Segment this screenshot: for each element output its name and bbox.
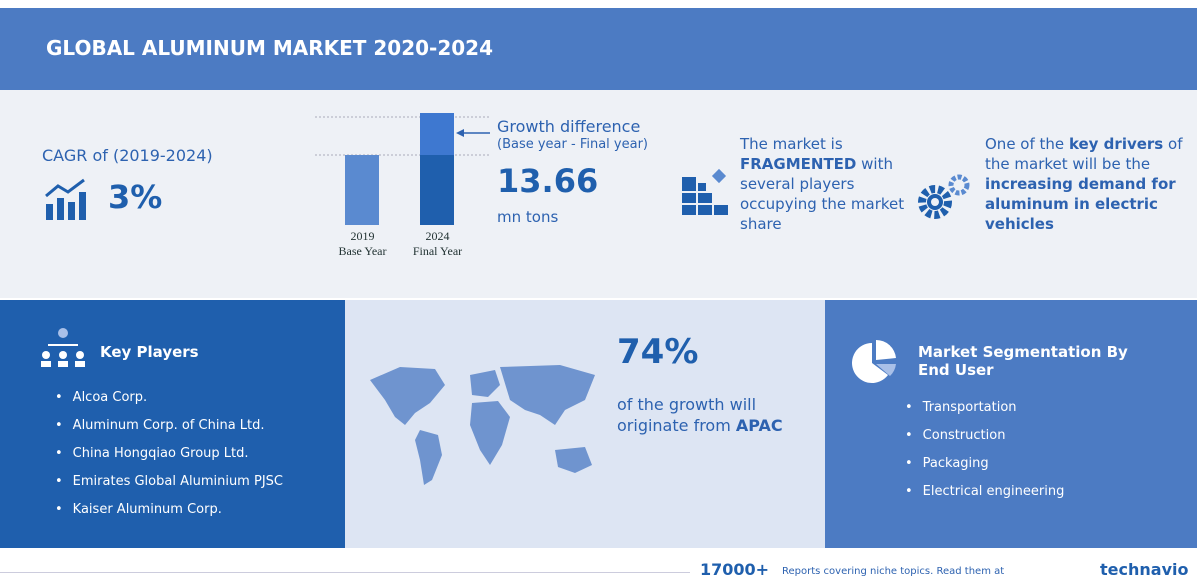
cagr-label: CAGR of (2019-2024): [42, 146, 213, 165]
gears-icon: [918, 174, 970, 219]
cagr-value: 3%: [108, 178, 163, 216]
region-panel: [345, 300, 825, 548]
footer-line: [0, 572, 690, 573]
region-value: 74%: [617, 332, 699, 372]
pie-icon: [852, 340, 896, 383]
fragment-icon: [682, 168, 728, 215]
bar-label: 2024 Final Year: [412, 229, 463, 258]
player: China Hongqiao Group Ltd.: [55, 446, 283, 474]
title: GLOBAL ALUMINUM MARKET 2020-2024: [46, 36, 493, 60]
segment-title: Market Segmentation By End User: [918, 343, 1128, 379]
growth-title: Growth difference: [497, 117, 641, 136]
growth-subtitle: (Base year - Final year): [497, 137, 648, 152]
growth-unit: mn tons: [497, 208, 559, 226]
chart-icon: [45, 178, 86, 220]
fragmented-text: The market is FRAGMENTED with several pl…: [740, 135, 905, 233]
segment: Construction: [905, 428, 1064, 456]
players-list: Alcoa Corp. Aluminum Corp. of China Ltd.…: [55, 390, 283, 530]
bar-label: 2019 Base Year: [338, 229, 387, 258]
players-icon: [41, 328, 85, 367]
growth-bars: [315, 113, 490, 225]
player: Kaiser Aluminum Corp.: [55, 502, 283, 530]
footer-brand: technavio: [1100, 560, 1189, 579]
top-section: [0, 90, 1197, 298]
player: Aluminum Corp. of China Ltd.: [55, 418, 283, 446]
world-map: [370, 365, 595, 485]
players-title: Key Players: [100, 343, 199, 361]
segment: Electrical engineering: [905, 484, 1065, 512]
player: Emirates Global Aluminium PJSC: [55, 474, 283, 502]
player: Alcoa Corp.: [55, 390, 283, 418]
header: [0, 8, 1197, 90]
growth-value: 13.66: [497, 162, 599, 200]
footer-text: Reports covering niche topics. Read them…: [782, 566, 1005, 577]
segment-list: Transportation Construction Packaging El…: [905, 400, 1065, 512]
region-text: of the growth will originate from APAC: [617, 395, 783, 435]
drivers-text: One of the key drivers of the market wil…: [985, 135, 1183, 233]
footer-count: 17000+: [700, 560, 770, 579]
segment: Packaging: [905, 456, 1064, 484]
segment: Transportation: [905, 400, 1064, 428]
